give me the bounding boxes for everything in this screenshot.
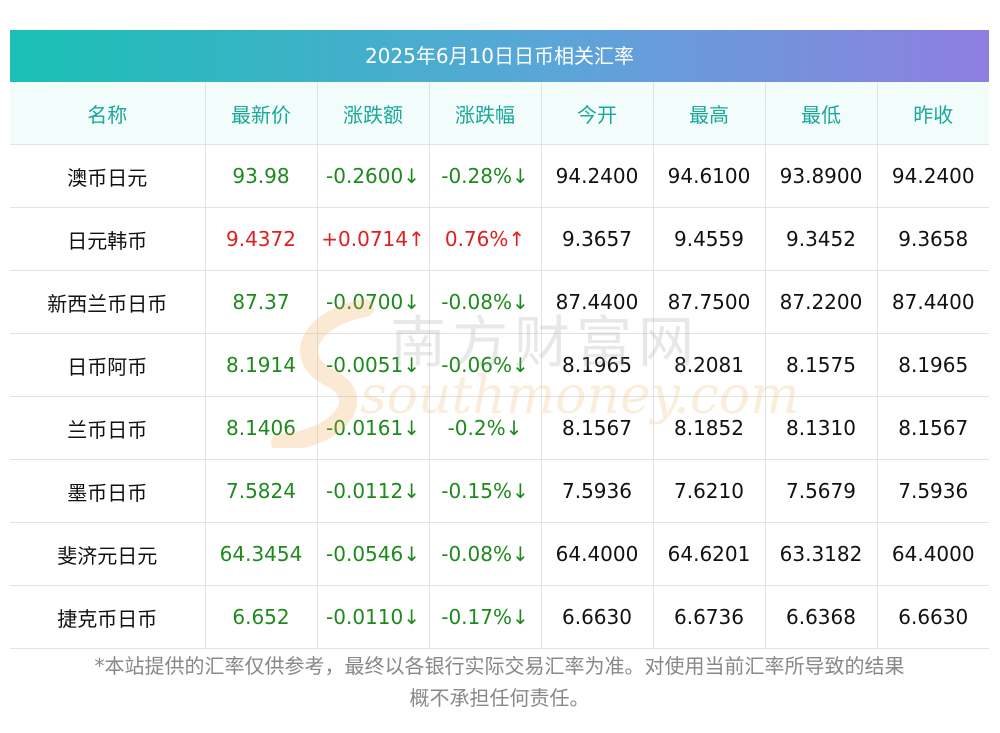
cell-high: 87.7500 xyxy=(653,270,766,334)
cell-prev-close: 64.4000 xyxy=(877,522,989,586)
cell-change: -0.2600↓ xyxy=(317,144,430,208)
cell-latest-price: 93.98 xyxy=(205,144,318,208)
cell-high: 9.4559 xyxy=(653,207,766,271)
cell-low: 63.3182 xyxy=(765,522,878,586)
table-row: 斐济元日元 64.3454 -0.0546↓ -0.08%↓ 64.4000 64.620… xyxy=(10,522,989,586)
table-row: 兰币日币 8.1406 -0.0161↓ -0.2%↓ 8.1567 8.1852 8.13… xyxy=(10,396,989,460)
cell-change: -0.0051↓ xyxy=(317,333,430,397)
cell-change-pct: -0.08%↓ xyxy=(429,522,542,586)
cell-prev-close: 94.2400 xyxy=(877,144,989,208)
cell-change: -0.0161↓ xyxy=(317,396,430,460)
header-high: 最高 xyxy=(653,82,766,145)
cell-prev-close: 6.6630 xyxy=(877,585,989,649)
cell-change-pct: -0.08%↓ xyxy=(429,270,542,334)
cell-latest-price: 7.5824 xyxy=(205,459,318,523)
disclaimer: *本站提供的汇率仅供参考，最终以各银行实际交易汇率为准。对使用当前汇率所导致的结… xyxy=(10,650,989,714)
disclaimer-line-2: 概不承担任何责任。 xyxy=(409,686,590,710)
cell-low: 7.5679 xyxy=(765,459,878,523)
cell-prev-close: 8.1965 xyxy=(877,333,989,397)
rates-panel: 2025年6月10日日币相关汇率 名称 最新价 涨跌额 涨跌幅 今开 最高 最低… xyxy=(10,30,989,649)
cell-latest-price: 8.1406 xyxy=(205,396,318,460)
cell-low: 8.1575 xyxy=(765,333,878,397)
cell-change-pct: -0.28%↓ xyxy=(429,144,542,208)
cell-high: 64.6201 xyxy=(653,522,766,586)
cell-prev-close: 8.1567 xyxy=(877,396,989,460)
header-prev-close: 昨收 xyxy=(877,82,989,145)
table-row: 捷克币日币 6.652 -0.0110↓ -0.17%↓ 6.6630 6.6736 6.6… xyxy=(10,585,989,649)
header-low: 最低 xyxy=(765,82,878,145)
cell-open: 7.5936 xyxy=(541,459,654,523)
cell-name: 澳币日元 xyxy=(10,144,206,208)
header-row: 名称 最新价 涨跌额 涨跌幅 今开 最高 最低 昨收 xyxy=(10,82,989,145)
cell-high: 94.6100 xyxy=(653,144,766,208)
cell-name: 墨币日币 xyxy=(10,459,206,523)
cell-low: 8.1310 xyxy=(765,396,878,460)
cell-low: 6.6368 xyxy=(765,585,878,649)
cell-change: -0.0700↓ xyxy=(317,270,430,334)
cell-latest-price: 9.4372 xyxy=(205,207,318,271)
cell-prev-close: 9.3658 xyxy=(877,207,989,271)
cell-change: -0.0110↓ xyxy=(317,585,430,649)
header-name: 名称 xyxy=(10,82,206,145)
table-row: 日元韩币 9.4372 +0.0714↑ 0.76%↑ 9.3657 9.4559 9.34… xyxy=(10,207,989,271)
disclaimer-line-1: *本站提供的汇率仅供参考，最终以各银行实际交易汇率为准。对使用当前汇率所导致的结… xyxy=(94,654,905,678)
cell-low: 87.2200 xyxy=(765,270,878,334)
cell-open: 94.2400 xyxy=(541,144,654,208)
cell-name: 兰币日币 xyxy=(10,396,206,460)
cell-high: 6.6736 xyxy=(653,585,766,649)
header-open: 今开 xyxy=(541,82,654,145)
cell-latest-price: 8.1914 xyxy=(205,333,318,397)
table-title: 2025年6月10日日币相关汇率 xyxy=(10,30,989,82)
cell-change: -0.0546↓ xyxy=(317,522,430,586)
cell-change-pct: 0.76%↑ xyxy=(429,207,542,271)
cell-prev-close: 87.4400 xyxy=(877,270,989,334)
cell-prev-close: 7.5936 xyxy=(877,459,989,523)
cell-open: 6.6630 xyxy=(541,585,654,649)
header-change-pct: 涨跌幅 xyxy=(429,82,542,145)
cell-open: 64.4000 xyxy=(541,522,654,586)
cell-change-pct: -0.17%↓ xyxy=(429,585,542,649)
cell-name: 捷克币日币 xyxy=(10,585,206,649)
cell-open: 8.1567 xyxy=(541,396,654,460)
table-row: 墨币日币 7.5824 -0.0112↓ -0.15%↓ 7.5936 7.6210 7.5… xyxy=(10,459,989,523)
table-row: 日币阿币 8.1914 -0.0051↓ -0.06%↓ 8.1965 8.2081 8.1… xyxy=(10,333,989,397)
cell-open: 8.1965 xyxy=(541,333,654,397)
cell-name: 斐济元日元 xyxy=(10,522,206,586)
table-row: 新西兰币日币 87.37 -0.0700↓ -0.08%↓ 87.4400 87.7500… xyxy=(10,270,989,334)
cell-latest-price: 6.652 xyxy=(205,585,318,649)
cell-name: 日元韩币 xyxy=(10,207,206,271)
cell-name: 日币阿币 xyxy=(10,333,206,397)
cell-change-pct: -0.15%↓ xyxy=(429,459,542,523)
cell-high: 8.1852 xyxy=(653,396,766,460)
cell-change: -0.0112↓ xyxy=(317,459,430,523)
cell-low: 9.3452 xyxy=(765,207,878,271)
cell-low: 93.8900 xyxy=(765,144,878,208)
cell-change: +0.0714↑ xyxy=(317,207,430,271)
cell-name: 新西兰币日币 xyxy=(10,270,206,334)
header-change: 涨跌额 xyxy=(317,82,430,145)
cell-latest-price: 64.3454 xyxy=(205,522,318,586)
cell-change-pct: -0.2%↓ xyxy=(429,396,542,460)
cell-open: 9.3657 xyxy=(541,207,654,271)
cell-latest-price: 87.37 xyxy=(205,270,318,334)
cell-open: 87.4400 xyxy=(541,270,654,334)
cell-change-pct: -0.06%↓ xyxy=(429,333,542,397)
header-latest-price: 最新价 xyxy=(205,82,318,145)
cell-high: 8.2081 xyxy=(653,333,766,397)
table-row: 澳币日元 93.98 -0.2600↓ -0.28%↓ 94.2400 94.6100 93… xyxy=(10,144,989,208)
exchange-rate-table: 名称 最新价 涨跌额 涨跌幅 今开 最高 最低 昨收 澳币日元 93.98 -0.2… xyxy=(10,82,989,649)
cell-high: 7.6210 xyxy=(653,459,766,523)
